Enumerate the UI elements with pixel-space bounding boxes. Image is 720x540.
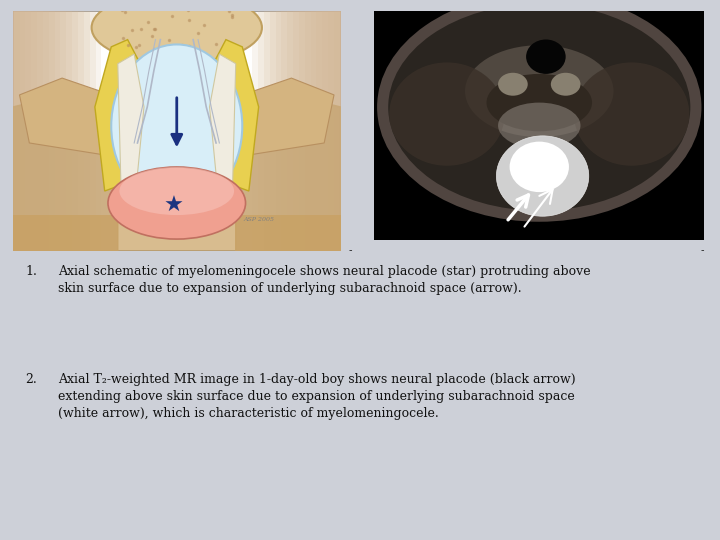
Ellipse shape — [510, 141, 569, 192]
Ellipse shape — [487, 74, 592, 131]
Polygon shape — [13, 95, 118, 251]
Polygon shape — [235, 95, 341, 251]
Bar — [13, 11, 78, 251]
Ellipse shape — [498, 73, 528, 96]
Bar — [287, 11, 341, 251]
Polygon shape — [19, 78, 127, 155]
Bar — [334, 11, 341, 251]
Ellipse shape — [551, 73, 580, 96]
Bar — [13, 11, 84, 251]
Polygon shape — [203, 39, 258, 191]
Text: -: - — [701, 245, 703, 255]
Bar — [13, 11, 66, 251]
Text: ★: ★ — [163, 195, 184, 215]
Ellipse shape — [112, 44, 243, 208]
Bar — [13, 215, 341, 251]
Text: ASP 2005: ASP 2005 — [243, 217, 274, 222]
Bar — [282, 11, 341, 251]
Bar — [13, 11, 102, 251]
Bar — [13, 11, 72, 251]
Bar — [305, 11, 341, 251]
Bar — [264, 11, 341, 251]
Bar — [13, 11, 90, 251]
Bar — [317, 11, 341, 251]
Polygon shape — [226, 78, 334, 155]
Bar — [270, 11, 341, 251]
Bar — [13, 11, 43, 251]
Ellipse shape — [382, 0, 696, 216]
Ellipse shape — [516, 146, 556, 174]
Text: 2.: 2. — [25, 373, 37, 386]
Bar — [310, 11, 341, 251]
Bar — [13, 11, 60, 251]
Ellipse shape — [108, 167, 246, 239]
Text: Axial T₂-weighted MR image in 1-day-old boy shows neural placode (black arrow)
e: Axial T₂-weighted MR image in 1-day-old … — [58, 373, 575, 420]
Bar — [13, 11, 31, 251]
Polygon shape — [210, 54, 235, 191]
Bar — [276, 11, 341, 251]
Text: 1.: 1. — [25, 265, 37, 278]
Ellipse shape — [574, 63, 689, 166]
Polygon shape — [95, 39, 150, 191]
Text: -: - — [349, 245, 352, 255]
Bar — [13, 11, 37, 251]
Bar — [13, 11, 96, 251]
Bar — [258, 11, 341, 251]
Bar — [293, 11, 341, 251]
Bar — [13, 11, 19, 251]
Ellipse shape — [390, 63, 505, 166]
Polygon shape — [118, 54, 144, 191]
Ellipse shape — [526, 39, 566, 74]
Bar — [13, 11, 25, 251]
Ellipse shape — [465, 45, 613, 137]
Ellipse shape — [120, 167, 234, 215]
Bar — [13, 11, 55, 251]
Bar — [299, 11, 341, 251]
Text: Axial schematic of myelomeningocele shows neural placode (star) protruding above: Axial schematic of myelomeningocele show… — [58, 265, 590, 295]
Bar — [328, 11, 341, 251]
Bar — [13, 11, 49, 251]
Bar — [252, 11, 341, 251]
Ellipse shape — [91, 0, 262, 64]
Ellipse shape — [496, 136, 589, 216]
Ellipse shape — [498, 103, 580, 148]
Bar — [323, 11, 341, 251]
